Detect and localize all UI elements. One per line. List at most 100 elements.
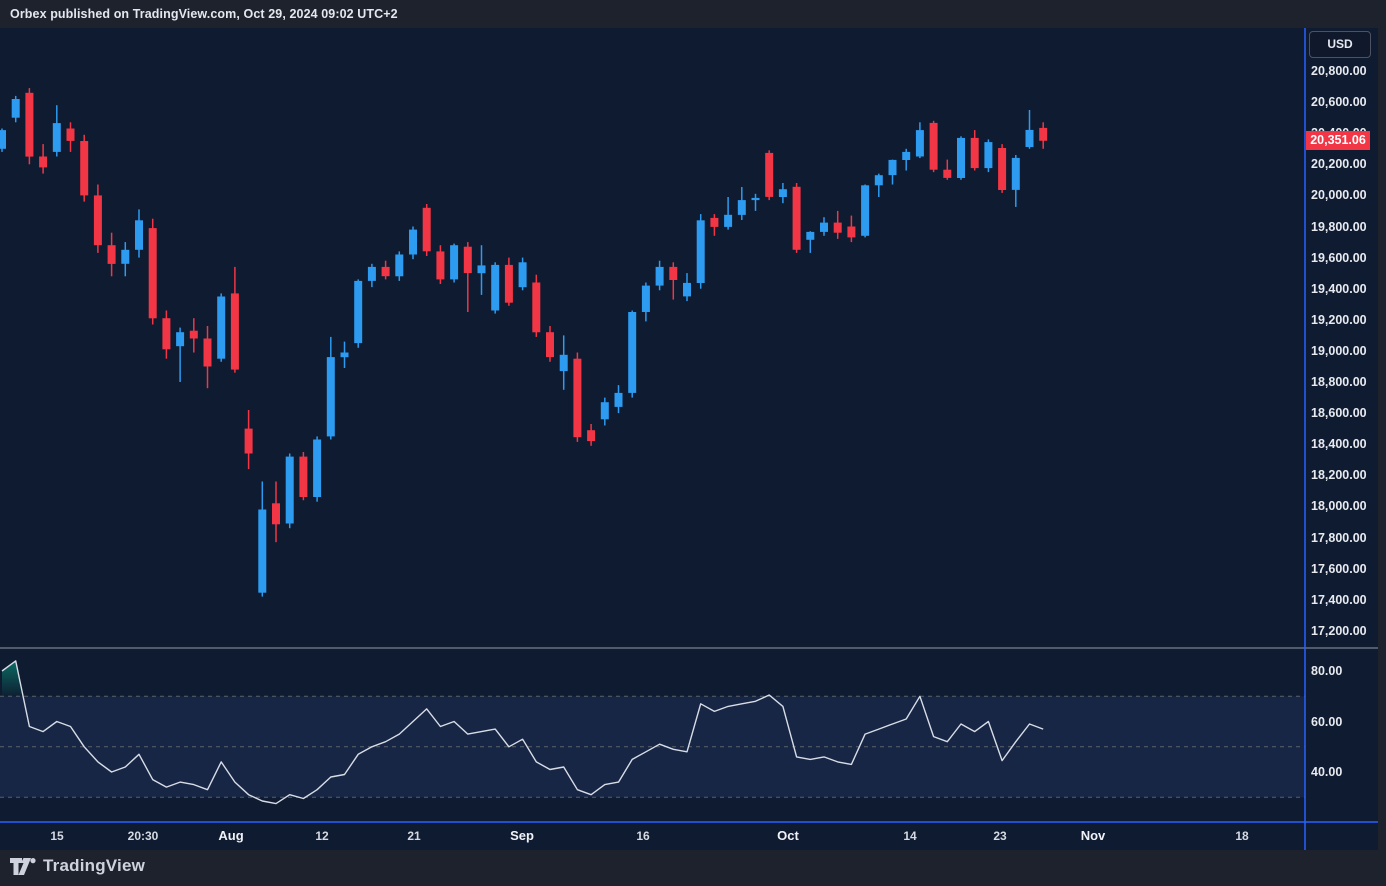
candle-body [573, 358, 582, 438]
time-tick-label: 21 [407, 829, 421, 843]
candle-body [559, 354, 568, 372]
candle-body [546, 332, 554, 358]
candle-body [874, 175, 883, 186]
candle-body [614, 392, 623, 407]
candle-body [778, 189, 787, 197]
candle-body [422, 207, 431, 252]
candle-body [326, 357, 335, 437]
candle-body [532, 282, 541, 333]
candle-body [367, 266, 376, 281]
time-tick-label: 15 [50, 829, 64, 843]
last-price-badge: 20,351.06 [1306, 131, 1370, 151]
candle-body [504, 264, 513, 303]
candle-body [354, 280, 363, 344]
candle-body [792, 186, 801, 250]
candle-body [861, 185, 870, 236]
candle-body [11, 99, 20, 118]
price-tick-label: 19,800.00 [1311, 219, 1367, 234]
price-tick-label: 18,400.00 [1311, 437, 1367, 452]
tradingview-logo-text: TradingView [43, 856, 146, 875]
candle-body [888, 159, 897, 176]
rsi-tick-label: 80.00 [1311, 664, 1343, 678]
candle-body [135, 220, 143, 250]
candle-body [395, 254, 404, 277]
price-tick-label: 19,400.00 [1311, 281, 1367, 296]
price-tick-label: 20,600.00 [1311, 95, 1367, 110]
tradingview-logo-icon [10, 857, 36, 875]
time-tick-label: 18 [1235, 829, 1249, 843]
candle-body [587, 430, 596, 442]
price-tick-label: 19,600.00 [1311, 250, 1367, 265]
price-tick-label: 20,000.00 [1311, 188, 1367, 203]
time-tick-label: 16 [636, 829, 650, 843]
candle-body [121, 249, 130, 264]
candle-body [970, 137, 979, 169]
price-tick-label: 17,600.00 [1311, 561, 1367, 576]
time-tick-label: 14 [903, 829, 917, 843]
candle-body [203, 338, 212, 367]
candle-body [998, 148, 1007, 190]
candle-body [491, 264, 500, 311]
tradingview-logo[interactable]: TradingView [10, 856, 145, 876]
header-bar: Orbex published on TradingView.com, Oct … [0, 0, 1386, 28]
candle-body [820, 222, 828, 232]
candle-body [696, 220, 705, 283]
candle-body [340, 352, 349, 358]
candle-body [724, 214, 733, 227]
candle-body [272, 503, 280, 525]
candle-body [230, 293, 239, 370]
price-tick-label: 19,200.00 [1311, 312, 1367, 327]
candle-body [847, 226, 856, 238]
candle-body [176, 332, 185, 347]
candle-body [710, 217, 719, 227]
price-tick-label: 20,200.00 [1311, 157, 1367, 172]
candle-body [25, 92, 34, 157]
candle-body [450, 245, 459, 280]
price-tick-label: 17,200.00 [1311, 623, 1367, 638]
candle-body [80, 141, 89, 196]
time-tick-label: Aug [218, 828, 244, 843]
candle-body [0, 130, 6, 149]
chart-background [0, 28, 1378, 850]
candle-body [477, 265, 486, 274]
candle-body [244, 428, 253, 454]
candle-body [737, 200, 746, 215]
time-tick-label: 12 [315, 829, 329, 843]
price-tick-label: 19,000.00 [1311, 343, 1367, 358]
candle-body [299, 456, 308, 497]
attribution-text: Orbex published on TradingView.com, Oct … [10, 7, 398, 21]
price-tick-label: 18,200.00 [1311, 468, 1367, 483]
candle-body [189, 330, 198, 339]
rsi-line [1, 660, 1044, 805]
candle-body [915, 130, 924, 157]
candle-body [93, 195, 102, 246]
price-tick-label: 18,800.00 [1311, 375, 1367, 389]
candle-body [929, 122, 938, 170]
candle-body [258, 509, 267, 593]
candle-body [518, 262, 527, 288]
currency-usd-button[interactable]: USD [1309, 31, 1371, 58]
candle-body [943, 169, 952, 178]
time-tick-label: 20:30 [127, 829, 159, 843]
time-tick-label: Sep [510, 828, 534, 843]
candle-body [806, 231, 815, 240]
candle-body [957, 137, 965, 178]
candle-body [217, 296, 226, 359]
time-tick-label: Nov [1080, 828, 1106, 843]
candle-body [313, 439, 322, 497]
candle-body [655, 266, 664, 286]
candle-body [669, 266, 678, 280]
candle-body [409, 229, 417, 255]
candle-body [984, 142, 993, 169]
candle-body [39, 156, 48, 168]
candle-body [1011, 157, 1020, 190]
candle-body [641, 285, 650, 312]
candle-body [683, 282, 691, 297]
candle-body [765, 152, 774, 197]
footer-bar: TradingView [0, 850, 1386, 886]
time-tick-label: Oct [777, 828, 799, 843]
candle-body [628, 312, 637, 393]
candle-body [436, 251, 445, 280]
price-tick-label: 17,400.00 [1311, 592, 1367, 607]
